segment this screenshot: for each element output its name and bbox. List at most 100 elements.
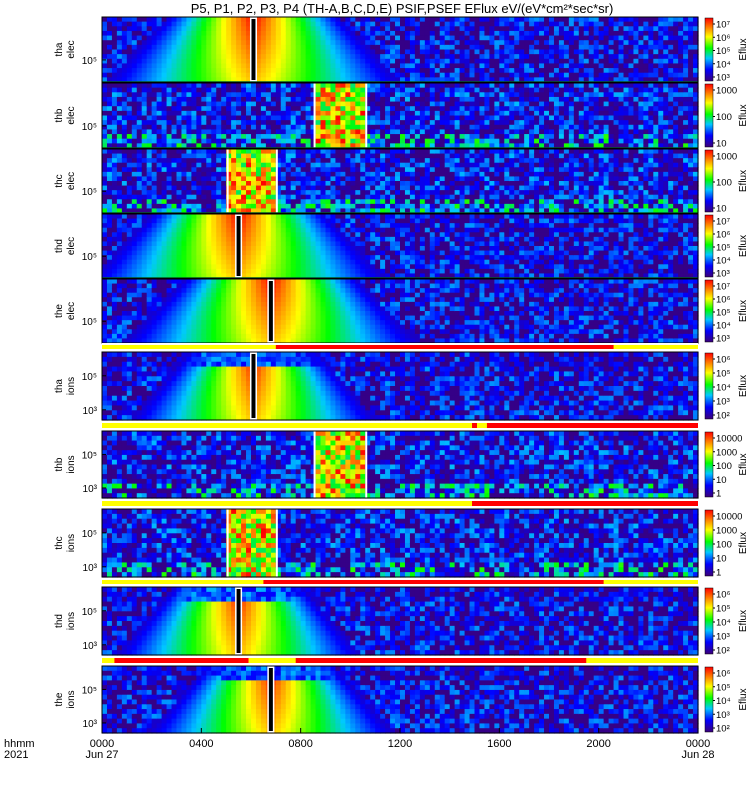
heat-cell: [469, 101, 476, 107]
heat-cell: [111, 83, 118, 89]
heat-cell: [419, 83, 426, 89]
heat-cell: [151, 96, 158, 103]
heat-cell: [370, 167, 376, 173]
heat-cell: [499, 149, 505, 155]
heat-cell: [102, 26, 108, 32]
heat-cell: [658, 68, 664, 74]
heat-cell: [429, 63, 436, 69]
heat-cell: [608, 199, 615, 205]
heat-cell: [116, 44, 123, 51]
heat-cell: [161, 17, 168, 23]
heat-cell: [509, 40, 515, 46]
heat-cell: [544, 167, 550, 173]
heat-cell: [350, 176, 356, 182]
heat-cell: [345, 138, 351, 144]
heat-cell: [683, 72, 689, 78]
heat-cell: [563, 101, 570, 107]
heat-cell: [578, 167, 585, 173]
heat-cell: [628, 208, 635, 214]
heat-cell: [613, 54, 620, 60]
heat-cell: [618, 63, 625, 69]
heat-cell: [136, 58, 143, 65]
heat-cell: [146, 106, 153, 112]
heat-cell: [111, 101, 118, 107]
heat-cell: [578, 17, 585, 23]
heat-cell: [588, 110, 595, 117]
heat-cell: [623, 26, 630, 32]
heat-cell: [519, 96, 525, 103]
heat-cell: [350, 190, 356, 196]
heat-cell: [275, 77, 282, 83]
heat-cell: [265, 44, 272, 51]
heat-cell: [573, 58, 580, 65]
heat-cell: [345, 167, 351, 173]
heat-cell: [166, 199, 173, 205]
heat-cell: [534, 101, 540, 107]
heat-cell: [459, 138, 466, 144]
heat-cell: [663, 72, 669, 78]
heat-cell: [658, 30, 664, 37]
heat-cell: [553, 115, 560, 121]
heat-cell: [116, 92, 123, 98]
heat-cell: [593, 120, 600, 126]
heat-cell: [563, 185, 570, 191]
heat-cell: [231, 40, 237, 46]
heat-cell: [648, 58, 654, 65]
heat-cell: [439, 190, 446, 196]
heat-cell: [643, 158, 649, 164]
heat-cell: [549, 176, 555, 182]
heat-cell: [424, 17, 431, 23]
heat-cell: [544, 106, 550, 112]
heat-cell: [573, 83, 580, 89]
heat-cell: [549, 134, 555, 140]
heat-cell: [350, 158, 356, 164]
heat-cell: [106, 176, 113, 182]
heat-cell: [678, 138, 684, 144]
heat-cell: [663, 68, 669, 74]
heat-cell: [529, 30, 535, 37]
heat-cell: [395, 153, 401, 159]
heat-cell: [400, 134, 406, 140]
heat-cell: [424, 199, 431, 205]
heat-cell: [260, 120, 267, 126]
heat-cell: [102, 185, 108, 191]
heat-cell: [290, 21, 297, 27]
heat-cell: [320, 83, 327, 89]
heat-cell: [400, 129, 406, 135]
heat-cell: [479, 72, 486, 78]
heat-cell: [156, 63, 163, 69]
heat-cell: [131, 134, 138, 140]
heat-cell: [355, 49, 361, 55]
heat-cell: [633, 87, 639, 93]
heat-cell: [335, 199, 341, 205]
heat-cell: [280, 96, 287, 103]
heat-cell: [216, 162, 222, 168]
heat-cell: [454, 21, 461, 27]
heat-cell: [106, 181, 113, 187]
heat-cell: [693, 87, 699, 93]
heat-cell: [558, 106, 565, 112]
heat-cell: [156, 199, 163, 205]
heat-cell: [514, 203, 520, 210]
heat-cell: [196, 40, 202, 46]
heat-cell: [290, 35, 297, 41]
heat-cell: [275, 194, 282, 200]
heat-cell: [246, 115, 252, 121]
heat-cell: [370, 115, 376, 121]
heat-cell: [395, 115, 401, 121]
heat-cell: [588, 83, 595, 89]
heat-cell: [295, 83, 302, 89]
heat-cell: [419, 17, 426, 23]
heat-cell: [156, 110, 163, 117]
heat-cell: [524, 77, 530, 83]
heat-cell: [226, 58, 232, 65]
heat-cell: [628, 35, 635, 41]
heat-cell: [593, 171, 600, 178]
heat-cell: [186, 83, 192, 89]
heat-cell: [305, 96, 312, 103]
heat-cell: [206, 17, 212, 23]
heat-cell: [683, 106, 689, 112]
heat-cell: [290, 40, 297, 46]
heat-cell: [444, 72, 451, 78]
heat-cell: [290, 44, 297, 51]
